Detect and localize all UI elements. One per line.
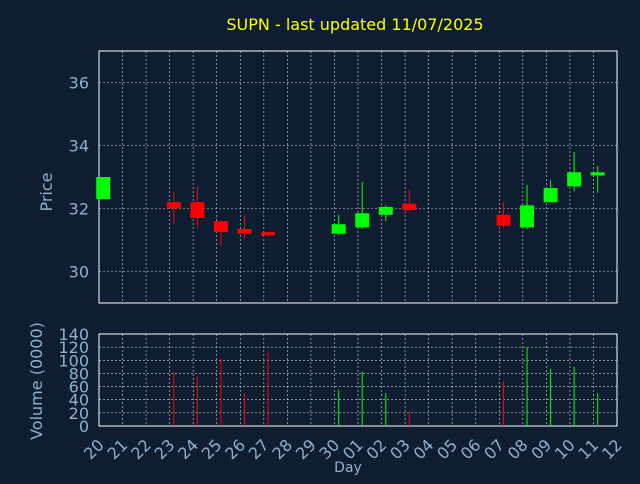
candle-body [355,213,370,228]
candle-body [190,202,205,218]
volume-tick-label: 40 [69,391,89,410]
candle-body [237,228,252,234]
x-axis-label: Day [334,460,362,476]
price-tick-label: 36 [69,74,89,93]
candle-body [402,203,417,211]
x-tick-label: 12 [598,435,626,463]
price-tick-label: 34 [69,137,89,156]
candle-body [96,177,111,200]
volume-tick-label: 20 [69,404,89,423]
candle-body [166,202,181,209]
chart-title: SUPN - last updated 11/07/2025 [226,15,483,34]
volume-tick-label: 140 [58,325,89,344]
volume-tick-label: 60 [69,378,89,397]
candle-body [213,221,228,233]
candle-body [331,224,346,234]
candle-body [567,172,582,187]
volume-tick-label: 100 [58,351,89,370]
price-tick-label: 32 [69,200,89,219]
candle-body [378,206,393,215]
candle-body [496,214,511,226]
candle-body [520,205,535,228]
candle-body [261,232,276,236]
price-axis-label: Price [37,172,56,211]
candle-body [543,188,558,203]
volume-tick-label: 0 [79,417,89,436]
volume-tick-label: 80 [69,364,89,383]
volume-axis-label: Volume (0000) [27,322,46,440]
volume-tick-label: 120 [58,338,89,357]
candle-body [590,172,605,176]
price-tick-label: 30 [69,263,89,282]
